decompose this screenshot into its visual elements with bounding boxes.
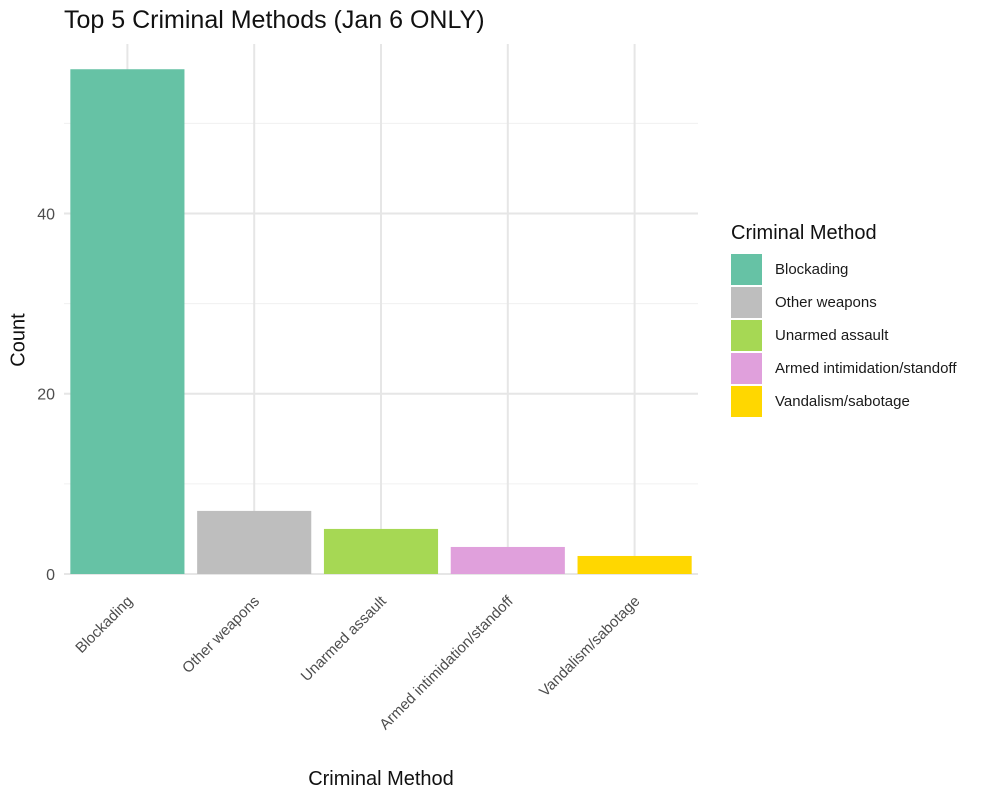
legend-swatch: [731, 254, 762, 285]
legend-item: Unarmed assault: [731, 319, 957, 352]
bar: [70, 69, 185, 574]
legend-swatch: [731, 353, 762, 384]
chart-title: Top 5 Criminal Methods (Jan 6 ONLY): [64, 6, 485, 34]
y-tick-label: 0: [46, 567, 55, 584]
legend-label: Unarmed assault: [775, 327, 889, 344]
bar: [323, 528, 439, 574]
legend-label: Other weapons: [775, 294, 877, 311]
legend-item: Vandalism/sabotage: [731, 385, 957, 418]
legend-item: Armed intimidation/standoff: [731, 352, 957, 385]
y-tick-label: 40: [37, 206, 55, 223]
legend-label: Vandalism/sabotage: [775, 393, 910, 410]
x-tick-label: Other weapons: [179, 593, 263, 677]
bar: [577, 555, 692, 574]
legend-item: Other weapons: [731, 286, 957, 319]
legend-swatch: [731, 386, 762, 417]
bar: [450, 546, 565, 574]
x-tick-label: Armed intimidation/standoff: [376, 592, 517, 733]
legend-items: Blockading Other weapons Unarmed assault Ar…: [731, 253, 957, 418]
x-tick-label: Vandalism/sabotage: [536, 593, 643, 700]
legend-label: Armed intimidation/standoff: [775, 360, 957, 377]
x-axis-label: Criminal Method: [308, 768, 454, 790]
legend-swatch: [731, 287, 762, 318]
legend-title: Criminal Method: [731, 222, 877, 244]
x-tick-label: Blockading: [72, 593, 136, 657]
x-tick-label: Unarmed assault: [298, 592, 391, 685]
bar: [197, 510, 312, 574]
legend-item: Blockading: [731, 253, 957, 286]
y-tick-label: 20: [37, 387, 55, 404]
legend-label: Blockading: [775, 261, 849, 278]
legend-swatch: [731, 320, 762, 351]
legend: Criminal Method Blockading Other weapons U…: [731, 222, 957, 418]
